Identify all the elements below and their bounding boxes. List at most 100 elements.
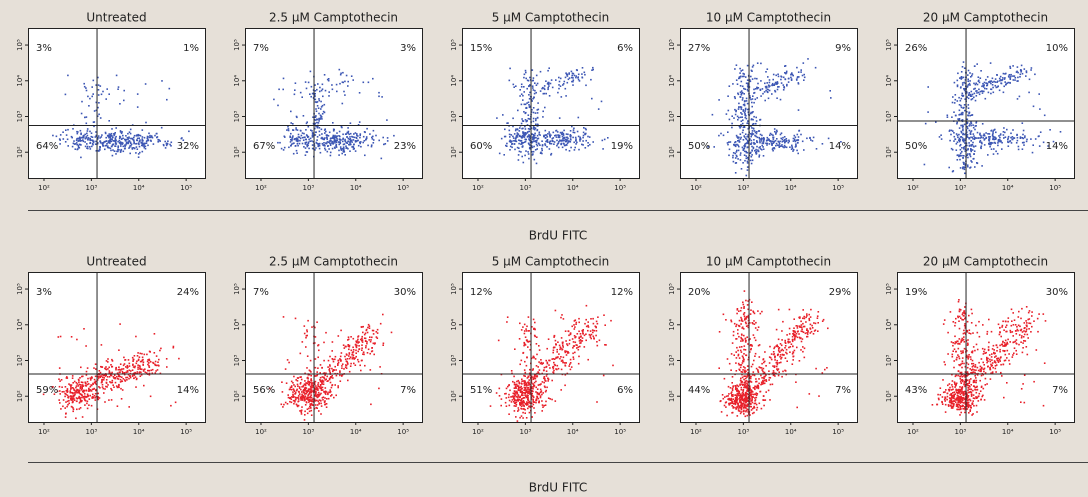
cell-dot: [508, 413, 510, 415]
cell-dot: [801, 140, 804, 143]
cell-dot: [995, 150, 997, 153]
cell-dot: [545, 80, 547, 82]
cell-dot: [278, 88, 280, 91]
cell-dot: [120, 387, 122, 390]
cell-dot: [765, 142, 767, 145]
cell-dot: [509, 149, 511, 151]
cell-dot: [521, 134, 524, 137]
cell-dot: [744, 142, 747, 145]
cell-dot: [794, 136, 797, 138]
cell-dot: [77, 397, 80, 399]
cell-dot: [353, 357, 355, 359]
cell-dot: [803, 149, 805, 151]
cell-dot: [339, 355, 342, 358]
cell-dot: [292, 391, 294, 393]
cell-dot: [754, 149, 756, 152]
cell-dot: [587, 329, 589, 332]
cell-dot: [527, 128, 530, 130]
cell-dot: [518, 139, 520, 141]
cell-dot: [100, 136, 103, 138]
cell-dot: [126, 379, 128, 381]
cell-dot: [556, 139, 558, 142]
cell-dot: [302, 385, 304, 388]
cell-dot: [741, 399, 744, 401]
cell-dot: [529, 91, 531, 94]
cell-dot: [582, 134, 585, 137]
cell-dot: [313, 389, 316, 392]
cell-dot: [70, 397, 72, 400]
cell-dot: [74, 393, 76, 396]
cell-dot: [727, 131, 729, 133]
cell-dot: [563, 136, 565, 139]
cell-dot: [542, 392, 544, 394]
cell-dot: [304, 81, 307, 83]
cell-dot: [314, 404, 317, 406]
cell-dot: [351, 141, 353, 143]
cell-dot: [542, 86, 544, 89]
cell-dot: [525, 417, 528, 419]
cell-dot: [785, 140, 788, 143]
cell-dot: [507, 385, 509, 388]
cell-dot: [328, 140, 331, 142]
cell-dot: [762, 137, 765, 139]
cell-dot: [985, 137, 987, 139]
cell-dot: [329, 355, 331, 358]
cell-dot: [71, 406, 73, 408]
cell-dot: [98, 102, 100, 104]
cell-dot: [122, 372, 124, 374]
cell-dot: [299, 91, 302, 94]
cell-dot: [743, 103, 746, 106]
cell-dot: [131, 369, 134, 371]
cell-dot: [85, 374, 88, 376]
cell-dot: [355, 136, 357, 139]
cell-dot: [142, 358, 144, 361]
cell-dot: [525, 138, 527, 141]
cell-dot: [771, 84, 773, 86]
cell-dot: [105, 374, 107, 377]
cell-dot: [290, 122, 292, 124]
cell-dot: [335, 394, 337, 397]
cell-dot: [927, 86, 929, 88]
cell-dot: [68, 399, 70, 402]
cell-dot: [337, 386, 339, 389]
cell-dot: [81, 375, 83, 378]
cell-dot: [957, 118, 959, 120]
cell-dot: [308, 388, 311, 391]
cell-dot: [311, 144, 314, 146]
cell-dot: [776, 138, 778, 140]
cell-dot: [113, 374, 116, 377]
cell-dot: [320, 89, 323, 92]
cell-dot: [347, 137, 350, 140]
cell-dot: [529, 389, 531, 391]
cell-dot: [66, 389, 69, 391]
cell-dot: [543, 377, 545, 380]
cell-dot: [342, 71, 344, 74]
cell-dot: [746, 160, 749, 163]
cell-dot: [309, 140, 311, 142]
cell-dot: [77, 146, 80, 148]
cell-dot: [784, 141, 786, 144]
cell-dot: [168, 87, 171, 90]
cell-dot: [309, 406, 312, 409]
cell-dot: [532, 396, 535, 398]
cell-dot: [116, 377, 119, 380]
cell-dot: [122, 368, 125, 370]
cell-dot: [980, 90, 983, 92]
cell-dot: [761, 142, 764, 144]
cell-dot: [523, 76, 525, 79]
cell-dot: [337, 363, 339, 365]
cell-dot: [128, 140, 131, 142]
cell-dot: [114, 381, 117, 384]
cell-dot: [302, 115, 305, 117]
cell-dot: [368, 339, 370, 341]
cell-dot: [346, 358, 349, 360]
cell-dot: [569, 141, 572, 143]
cell-dot: [979, 141, 981, 143]
cell-dot: [96, 115, 99, 117]
cell-dot: [144, 142, 146, 145]
cell-dot: [372, 139, 375, 141]
cell-dot: [743, 413, 745, 415]
cell-dot: [306, 135, 308, 137]
cell-dot: [83, 395, 86, 398]
cell-dot: [290, 139, 292, 141]
